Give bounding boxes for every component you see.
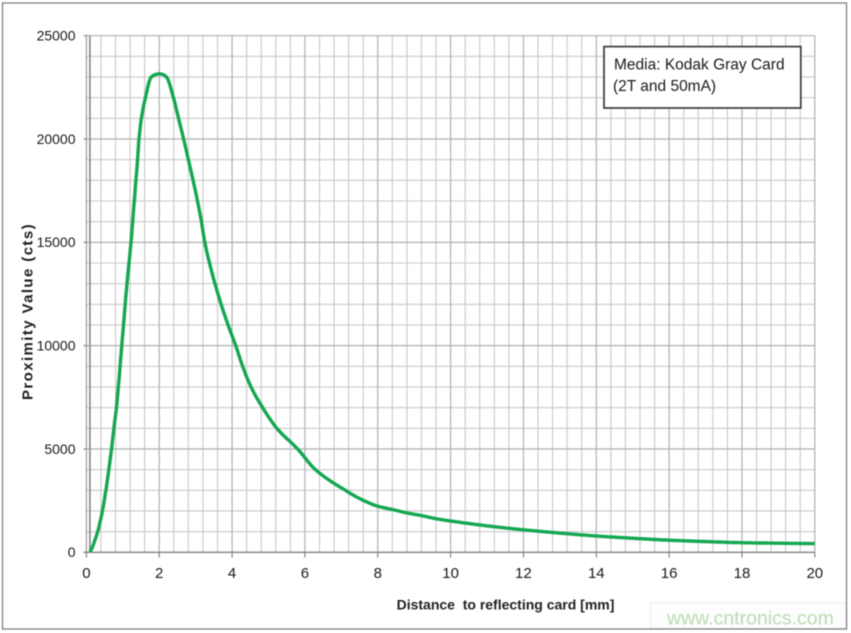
svg-text:0: 0 <box>82 565 90 582</box>
svg-text:Distance to reflecting card [: Distance to reflecting card [mm] <box>397 597 615 613</box>
svg-text:10: 10 <box>442 565 459 582</box>
svg-text:(2T and 50mA): (2T and 50mA) <box>613 78 716 95</box>
svg-text:20: 20 <box>806 565 823 582</box>
svg-text:25000: 25000 <box>37 28 76 44</box>
svg-text:20000: 20000 <box>37 131 76 147</box>
svg-text:www.cntronics.com: www.cntronics.com <box>666 608 834 630</box>
svg-text:8: 8 <box>374 565 382 582</box>
svg-text:16: 16 <box>661 565 678 582</box>
svg-text:Media: Kodak Gray Card: Media: Kodak Gray Card <box>614 57 785 74</box>
svg-text:18: 18 <box>734 565 751 582</box>
svg-text:15000: 15000 <box>37 234 76 250</box>
svg-text:10000: 10000 <box>37 338 76 354</box>
svg-text:4: 4 <box>228 565 236 582</box>
svg-text:6: 6 <box>301 565 309 582</box>
svg-text:2: 2 <box>155 565 163 582</box>
svg-text:5000: 5000 <box>44 441 75 457</box>
svg-text:Proximity Value (cts): Proximity Value (cts) <box>20 223 37 400</box>
svg-text:12: 12 <box>515 565 532 582</box>
svg-text:14: 14 <box>588 565 605 582</box>
svg-text:0: 0 <box>68 544 76 560</box>
